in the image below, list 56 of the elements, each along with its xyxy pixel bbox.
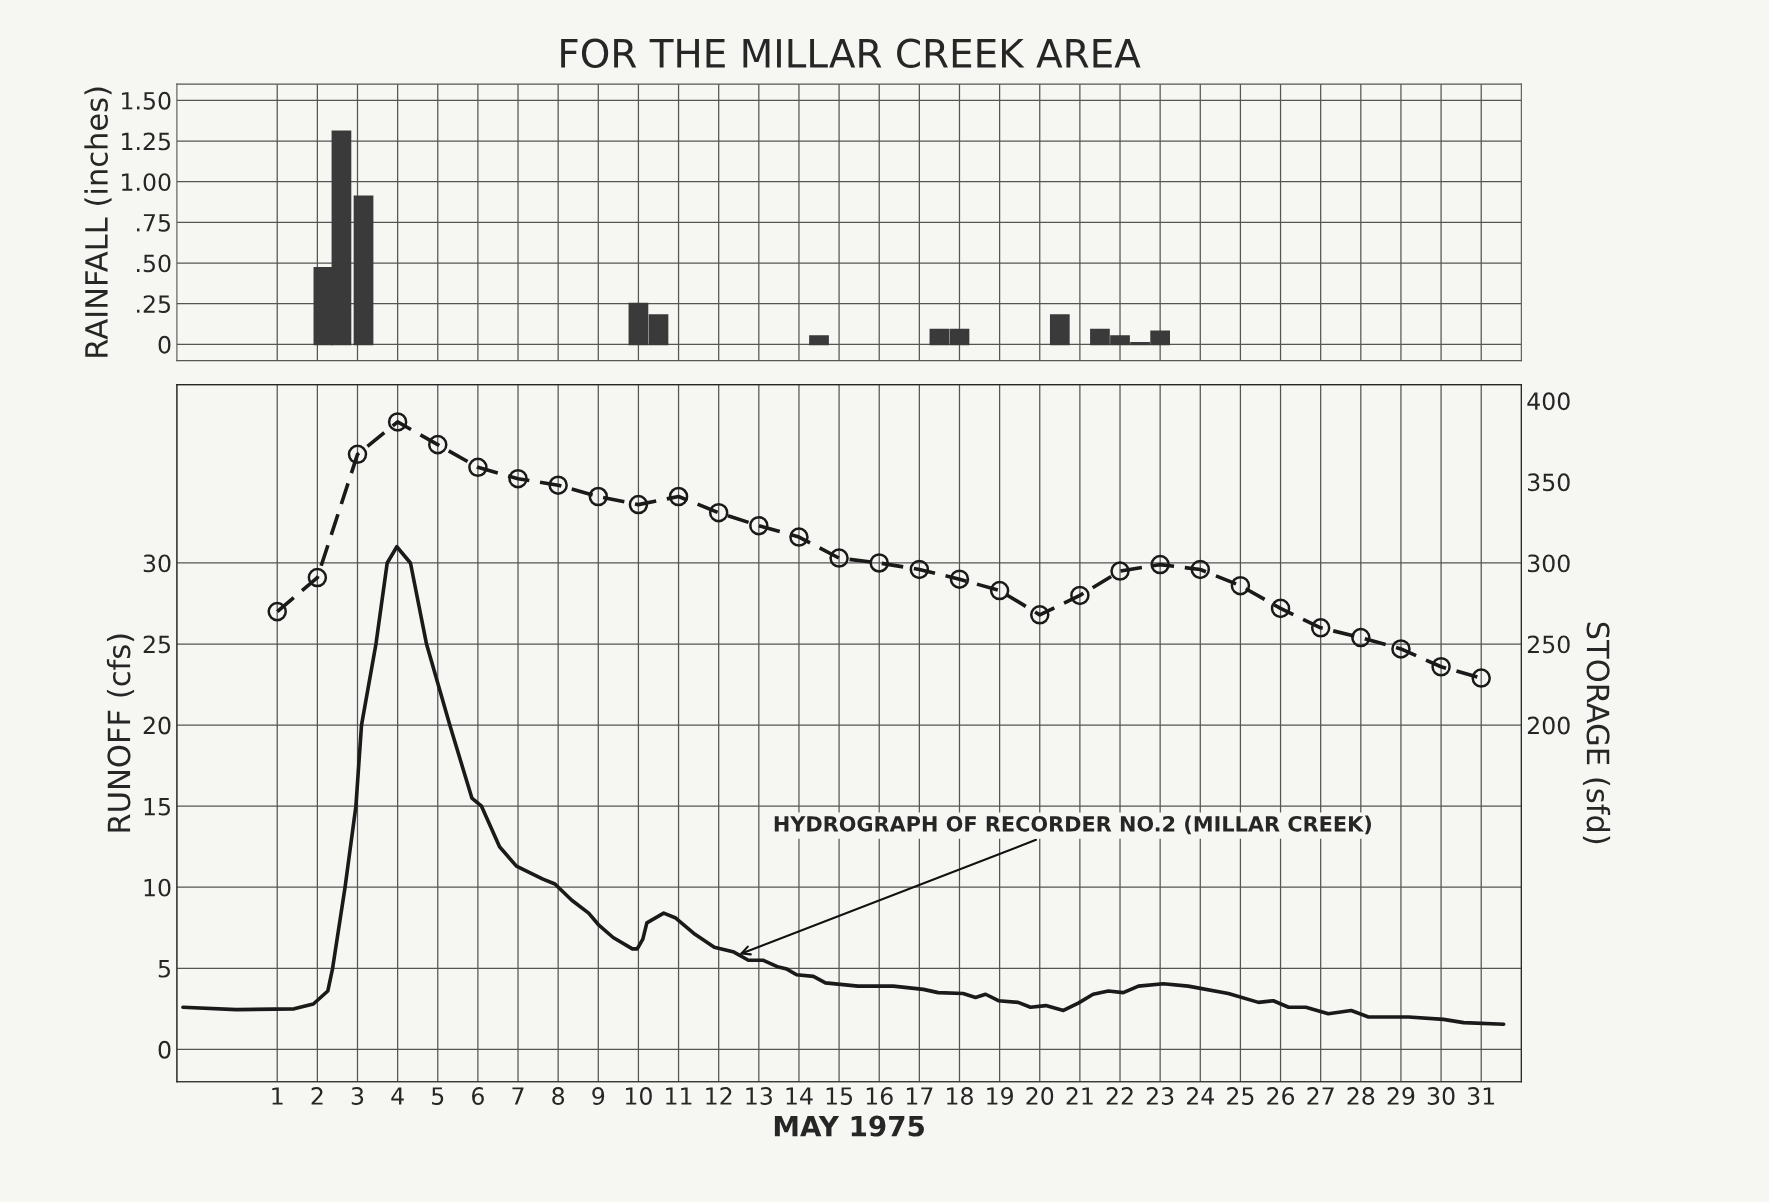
x-tick-label: 20 bbox=[1026, 1087, 1054, 1105]
y-tick-label: .50 bbox=[137, 254, 171, 273]
y-tick-label: 0 bbox=[158, 1040, 171, 1059]
x-tick-label: 6 bbox=[472, 1087, 484, 1105]
y-tick-label: 10 bbox=[144, 878, 171, 897]
x-tick-label: 31 bbox=[1467, 1087, 1495, 1105]
y2-tick-label: 300 bbox=[1528, 554, 1570, 573]
x-tick-label: 30 bbox=[1427, 1087, 1455, 1105]
x-tick-label: 22 bbox=[1106, 1087, 1133, 1105]
y-tick-label: 1.50 bbox=[122, 91, 171, 110]
x-tick-label: 28 bbox=[1347, 1087, 1375, 1105]
y-tick-label: 25 bbox=[143, 635, 170, 654]
annotation: HYDROGRAPH OF RECORDER NO.2 (MILLAR CREEK) bbox=[774, 815, 1371, 835]
x-tick-label: 4 bbox=[391, 1087, 404, 1105]
y2-axis-title: STORAGE (sfd) bbox=[1582, 622, 1611, 844]
y-axis-title: RAINFALL (inches) bbox=[84, 87, 112, 357]
x-tick-label: 18 bbox=[947, 1087, 973, 1105]
x-tick-label: 10 bbox=[626, 1087, 652, 1105]
y2-tick-label: 250 bbox=[1527, 635, 1570, 654]
y-tick-label: 30 bbox=[143, 554, 171, 573]
x-tick-label: 2 bbox=[311, 1087, 323, 1105]
x-tick-label: 16 bbox=[866, 1087, 893, 1105]
x-tick-label: 29 bbox=[1387, 1087, 1415, 1105]
y-axis-title: RUNOFF (cfs) bbox=[106, 634, 135, 832]
y-tick-label: 1.00 bbox=[122, 173, 171, 192]
y-tick-label: .25 bbox=[137, 295, 170, 313]
y-tick-label: .75 bbox=[137, 214, 170, 232]
y-tick-label: 1.25 bbox=[122, 132, 170, 151]
x-tick-label: 17 bbox=[906, 1087, 933, 1105]
x-tick-label: 9 bbox=[592, 1087, 605, 1105]
x-tick-label: 15 bbox=[826, 1087, 853, 1105]
y-tick-label: 20 bbox=[143, 716, 171, 735]
x-tick-label: 5 bbox=[432, 1087, 444, 1105]
x-tick-label: 12 bbox=[706, 1087, 732, 1105]
x-tick-label: 11 bbox=[666, 1087, 692, 1105]
x-tick-label: 13 bbox=[746, 1087, 772, 1105]
y2-tick-label: 400 bbox=[1527, 392, 1570, 411]
x-tick-label: 14 bbox=[786, 1087, 813, 1105]
x-axis-title: MAY 1975 bbox=[774, 1115, 924, 1137]
x-tick-label: 3 bbox=[351, 1087, 364, 1105]
y2-tick-label: 200 bbox=[1527, 716, 1570, 735]
y2-tick-label: 350 bbox=[1528, 473, 1570, 492]
x-tick-label: 27 bbox=[1307, 1087, 1334, 1105]
x-tick-label: 19 bbox=[987, 1087, 1013, 1105]
x-tick-label: 8 bbox=[552, 1087, 565, 1105]
x-tick-label: 25 bbox=[1227, 1087, 1254, 1105]
x-tick-label: 24 bbox=[1186, 1087, 1214, 1105]
x-tick-label: 7 bbox=[512, 1087, 524, 1105]
x-tick-label: 26 bbox=[1267, 1087, 1295, 1105]
y-tick-label: 0 bbox=[158, 335, 171, 354]
x-tick-label: 23 bbox=[1146, 1087, 1174, 1105]
chart-title: FOR THE MILLAR CREEK AREA bbox=[561, 38, 1141, 69]
x-tick-label: 21 bbox=[1066, 1087, 1093, 1105]
y-tick-label: 5 bbox=[158, 960, 170, 978]
x-tick-label: 1 bbox=[272, 1087, 283, 1105]
y-tick-label: 15 bbox=[144, 797, 170, 816]
